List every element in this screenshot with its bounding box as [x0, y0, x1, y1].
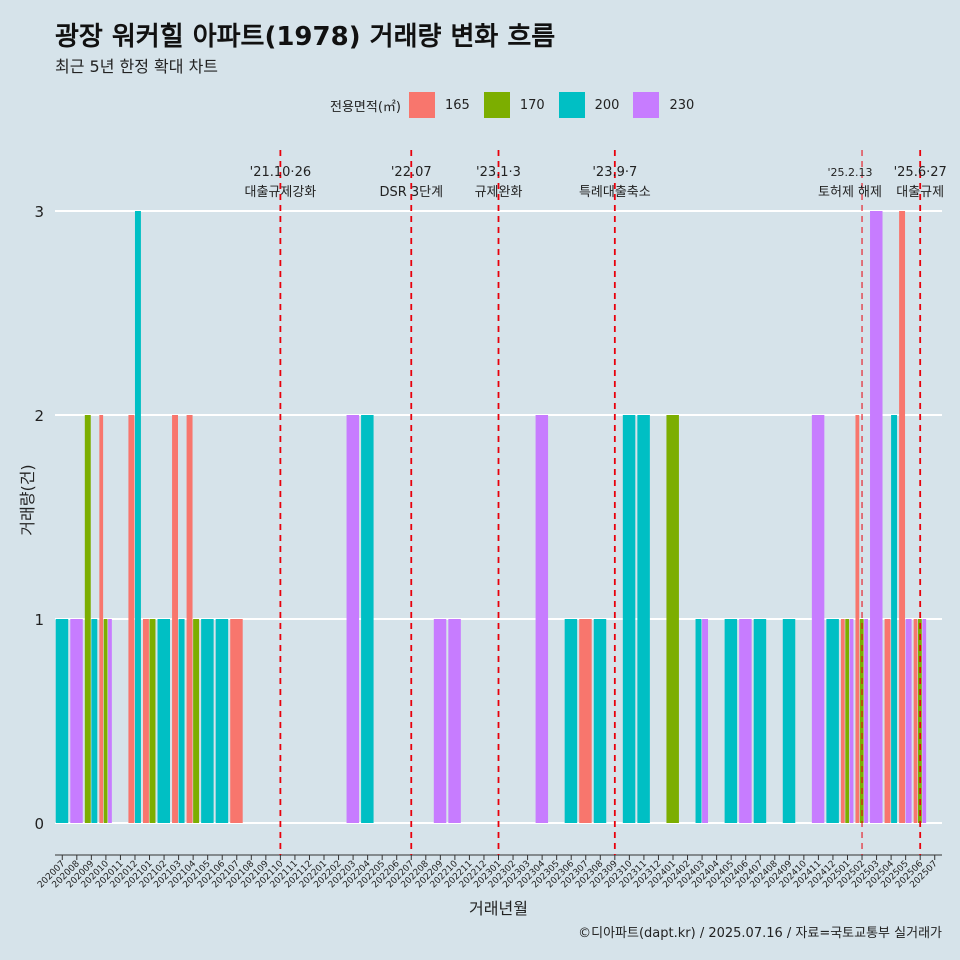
legend-swatch [633, 92, 660, 118]
bar-200-202306 [564, 619, 578, 823]
y-axis-title: 거래량(건) [18, 464, 37, 535]
bar-230-202209 [433, 619, 447, 823]
bar-200-202308 [593, 619, 607, 823]
bar-170-202501 [845, 619, 850, 823]
event-date: '23.1·3 [476, 165, 521, 180]
bar-230-202010 [108, 619, 112, 823]
bar-165-202504 [884, 619, 891, 823]
bar-200-202405 [724, 619, 738, 823]
bar-165-202505 [899, 211, 906, 823]
legend: 전용면적(㎡) 165 170 200 230 [330, 92, 708, 118]
legend-swatch [558, 92, 585, 118]
bar-165-202101 [142, 619, 149, 823]
legend-title: 전용면적(㎡) [330, 99, 401, 115]
bar-200-202403 [695, 619, 702, 823]
bar-230-202503 [870, 211, 883, 823]
legend-item-165: 165 [408, 92, 470, 118]
bar-165-202104 [186, 415, 193, 823]
bar-200-202102 [157, 619, 171, 823]
bar-170-202506 [918, 619, 922, 823]
bar-200-202103 [178, 619, 185, 823]
bar-230-202203 [346, 415, 360, 823]
bar-230-202502 [864, 619, 868, 823]
legend-swatch [483, 92, 510, 118]
bar-230-202506 [922, 619, 927, 823]
bar-200-202310 [622, 415, 636, 823]
bar-170-202101 [149, 619, 156, 823]
caption: ©디아파트(dapt.kr) / 2025.07.16 / 자료=국토교통부 실… [578, 926, 942, 941]
event-date: '25.6·27 [894, 165, 947, 180]
bar-200-202105 [201, 619, 214, 823]
bar-200-202009 [91, 619, 98, 823]
bar-165-202010 [99, 415, 104, 823]
bar-230-202008 [70, 619, 83, 823]
bar-230-202411 [811, 415, 825, 823]
bar-200-202012 [134, 211, 141, 823]
y-tick-label: 3 [34, 203, 44, 221]
bar-230-202406 [739, 619, 752, 823]
bar-170-202104 [193, 619, 200, 823]
chart-subtitle: 최근 5년 한정 확대 차트 [55, 57, 219, 76]
bar-165-202307 [579, 619, 592, 823]
event-date: '23.9·7 [592, 165, 637, 180]
bar-230-202403 [702, 619, 709, 823]
y-tick-label: 2 [34, 407, 44, 425]
event-label: 규제완화 [475, 185, 523, 200]
x-axis-title: 거래년월 [469, 899, 528, 918]
bar-170-202502 [859, 619, 864, 823]
bar-230-202210 [448, 619, 461, 823]
legend-swatch [408, 92, 435, 118]
legend-label: 165 [444, 97, 470, 113]
bar-230-202505 [905, 619, 912, 823]
bar-170-202401 [666, 415, 679, 823]
event-date: '22.07 [391, 165, 432, 180]
event-label: 대출규제 [896, 185, 944, 200]
bar-200-202409 [782, 619, 796, 823]
bar-165-202107 [230, 619, 243, 823]
event-date: '21.10·26 [250, 165, 311, 180]
bar-165-202501 [840, 619, 845, 823]
bar-200-202412 [826, 619, 839, 823]
legend-label: 230 [669, 97, 695, 113]
legend-item-230: 230 [633, 92, 694, 118]
bar-165-202506 [913, 619, 918, 823]
bar-165-202012 [128, 415, 135, 823]
event-label: DSR 3단계 [379, 185, 443, 200]
bar-165-202103 [172, 415, 178, 823]
legend-item-200: 200 [558, 92, 620, 118]
bar-200-202204 [361, 415, 374, 823]
bar-170-202010 [103, 619, 108, 823]
bar-200-202106 [215, 619, 229, 823]
bar-200-202311 [637, 415, 650, 823]
event-label: 대출규제강화 [245, 185, 317, 200]
y-tick-label: 0 [34, 815, 44, 833]
bar-230-202304 [535, 415, 549, 823]
legend-label: 200 [594, 97, 620, 113]
y-tick-label: 1 [34, 611, 44, 629]
event-date: '25.2.13 [828, 166, 873, 179]
event-label: 특례대출축소 [579, 185, 651, 200]
bar-165-202502 [855, 415, 860, 823]
bar-200-202007 [55, 619, 69, 823]
bar-200-202407 [753, 619, 767, 823]
bar-230-202501 [849, 619, 854, 823]
bar-170-202009 [84, 415, 91, 823]
legend-label: 170 [519, 97, 545, 113]
event-label: 토허제 해제 [818, 185, 882, 200]
bar-200-202504 [891, 415, 898, 823]
chart-title: 광장 워커힐 아파트(1978) 거래량 변화 흐름 [55, 22, 556, 52]
legend-item-170: 170 [483, 92, 545, 118]
